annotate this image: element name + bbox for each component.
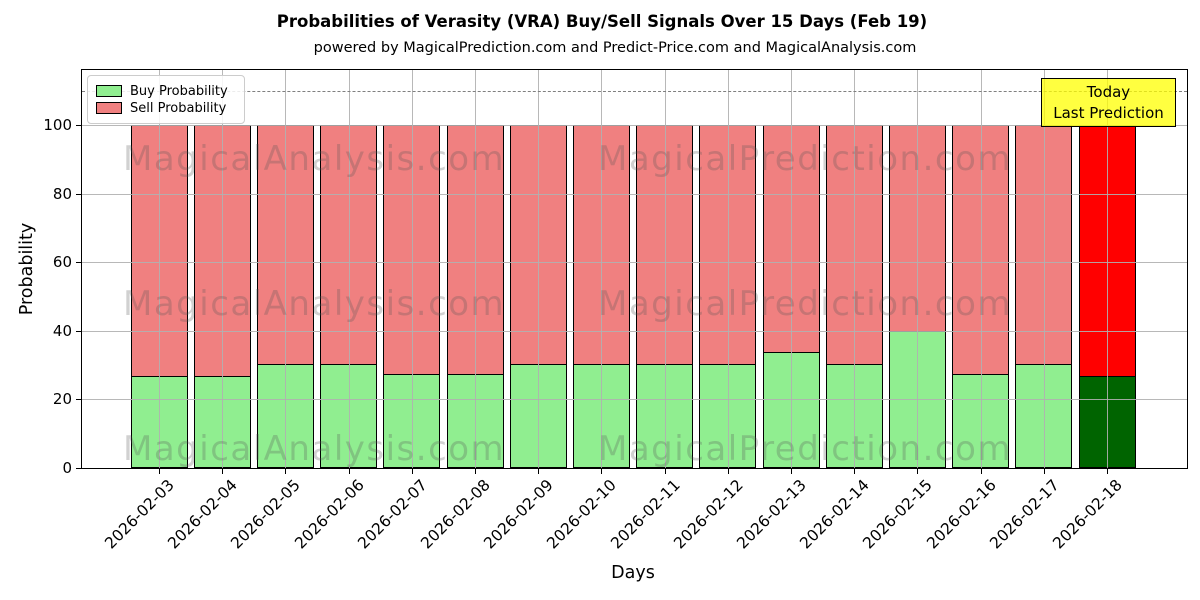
x-tick-mark	[159, 469, 161, 474]
y-tick-mark	[76, 262, 81, 264]
today-annotation-line1: Today	[1086, 82, 1131, 101]
plot-area	[81, 69, 1188, 469]
y-tick-label: 20	[52, 390, 72, 408]
x-tick-mark	[538, 469, 540, 474]
x-axis-title: Days	[611, 563, 655, 583]
vertical-gridline	[854, 70, 855, 468]
vertical-gridline	[1107, 70, 1108, 468]
vertical-gridline	[285, 70, 286, 468]
y-tick-label: 100	[43, 116, 72, 134]
bar-segment-buy-2026-02-16	[952, 374, 1009, 468]
today-annotation: Today Last Prediction	[1041, 78, 1176, 127]
y-tick-mark	[76, 331, 81, 333]
x-tick-mark	[285, 469, 287, 474]
y-tick-mark	[76, 194, 81, 196]
x-tick-mark	[981, 469, 983, 474]
y-tick-mark	[76, 399, 81, 401]
horizontal-gridline	[82, 125, 1187, 126]
vertical-gridline	[222, 70, 223, 468]
legend-swatch-sell	[96, 102, 122, 114]
legend-label-buy: Buy Probability	[130, 83, 228, 99]
vertical-gridline	[159, 70, 160, 468]
vertical-gridline	[349, 70, 350, 468]
vertical-gridline	[1044, 70, 1045, 468]
vertical-gridline	[538, 70, 539, 468]
bar-segment-buy-2026-02-17	[1015, 364, 1072, 468]
x-tick-mark	[665, 469, 667, 474]
y-tick-label: 80	[52, 185, 72, 203]
dashed-threshold-line	[82, 91, 1187, 92]
chart-title: Probabilities of Verasity (VRA) Buy/Sell…	[276, 12, 928, 31]
horizontal-gridline	[82, 262, 1187, 263]
legend-item-sell: Sell Probability	[96, 100, 236, 116]
bar-segment-buy-2026-02-12	[699, 364, 756, 468]
vertical-gridline	[791, 70, 792, 468]
legend-swatch-buy	[96, 85, 122, 97]
bar-segment-sell-2026-02-06	[320, 125, 377, 365]
x-tick-mark	[1044, 469, 1046, 474]
vertical-gridline	[917, 70, 918, 468]
x-tick-mark	[601, 469, 603, 474]
bar-segment-sell-2026-02-16	[952, 125, 1009, 375]
legend-item-buy: Buy Probability	[96, 83, 236, 99]
y-tick-label: 40	[52, 322, 72, 340]
horizontal-gridline	[82, 194, 1187, 195]
x-tick-mark	[475, 469, 477, 474]
vertical-gridline	[665, 70, 666, 468]
x-tick-mark	[917, 469, 919, 474]
x-tick-mark	[1107, 469, 1109, 474]
x-tick-mark	[222, 469, 224, 474]
chart-subtitle: powered by MagicalPrediction.com and Pre…	[313, 40, 917, 56]
vertical-gridline	[728, 70, 729, 468]
y-tick-mark	[76, 125, 81, 127]
vertical-gridline	[981, 70, 982, 468]
x-tick-mark	[791, 469, 793, 474]
legend-label-sell: Sell Probability	[130, 100, 227, 116]
x-tick-mark	[412, 469, 414, 474]
bar-segment-buy-2026-02-06	[320, 364, 377, 468]
bar-segment-sell-2026-02-17	[1015, 125, 1072, 365]
x-tick-mark	[349, 469, 351, 474]
x-tick-mark	[854, 469, 856, 474]
today-annotation-line2: Last Prediction	[1053, 103, 1164, 122]
vertical-gridline	[601, 70, 602, 468]
horizontal-gridline	[82, 331, 1187, 332]
y-tick-label: 60	[52, 253, 72, 271]
y-tick-label: 0	[62, 459, 72, 477]
y-tick-mark	[76, 468, 81, 470]
vertical-gridline	[475, 70, 476, 468]
legend: Buy Probability Sell Probability	[87, 75, 245, 124]
vertical-gridline	[412, 70, 413, 468]
bar-segment-sell-2026-02-07	[383, 125, 440, 375]
bar-segment-sell-2026-02-12	[699, 125, 756, 365]
horizontal-gridline	[82, 399, 1187, 400]
x-tick-mark	[728, 469, 730, 474]
bar-segment-sell-2026-02-11	[636, 125, 693, 365]
